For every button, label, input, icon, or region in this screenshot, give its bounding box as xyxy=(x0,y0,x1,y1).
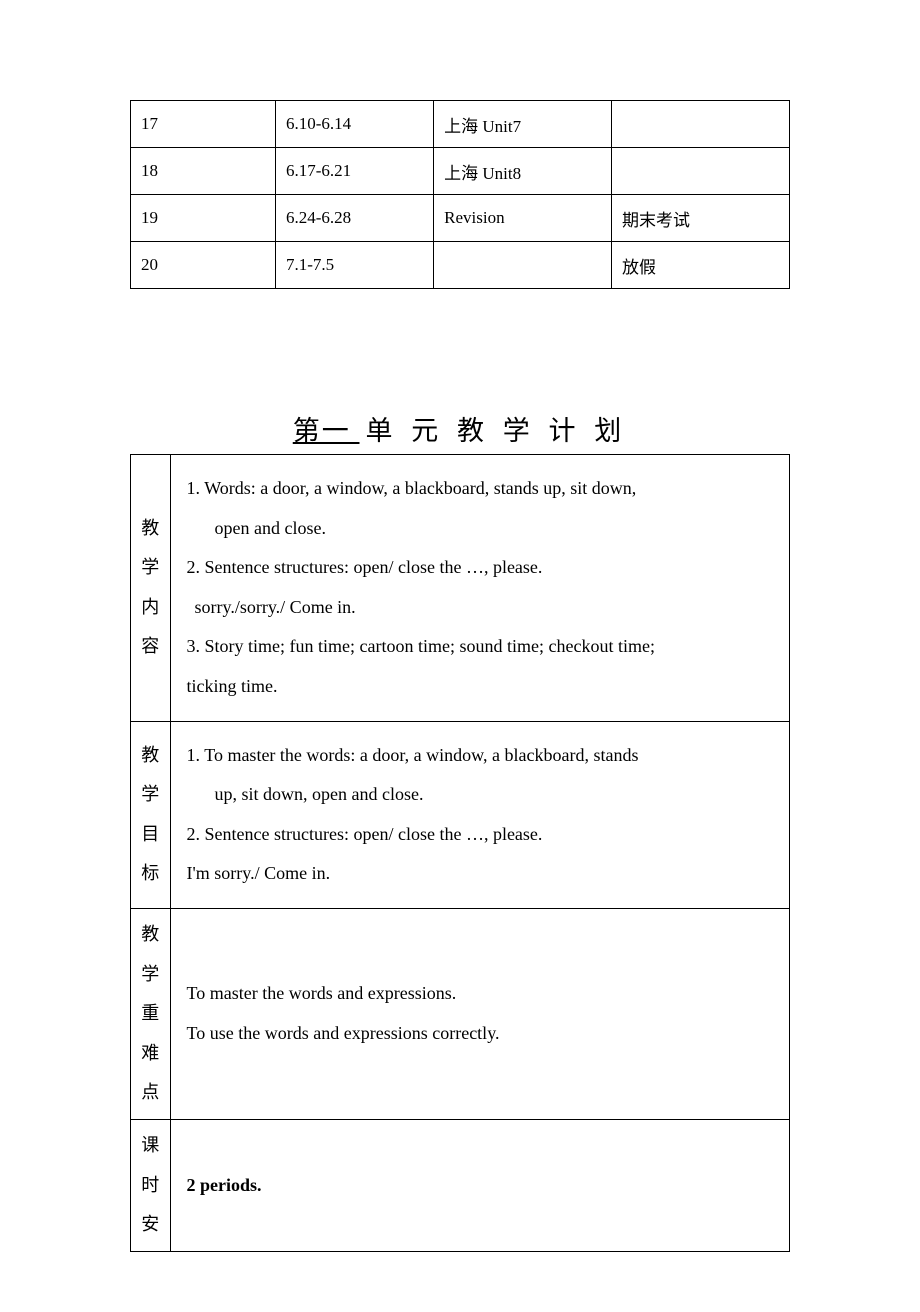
cell-note: 放假 xyxy=(612,242,790,289)
cell-week: 19 xyxy=(131,195,276,242)
plan-row-label: 课时安 xyxy=(131,1119,171,1251)
plan-line: ticking time. xyxy=(187,667,773,707)
plan-line: 3. Story time; fun time; cartoon time; s… xyxy=(187,627,773,667)
plan-line: 2. Sentence structures: open/ close the … xyxy=(187,548,773,588)
cell-note xyxy=(612,101,790,148)
cell-date: 7.1-7.5 xyxy=(275,242,433,289)
cell-week: 18 xyxy=(131,148,276,195)
cell-note xyxy=(612,148,790,195)
title-rest: 单 元 教 学 计 划 xyxy=(366,416,628,446)
plan-row-content: 1. To master the words: a door, a window… xyxy=(170,721,789,908)
table-row: 20 7.1-7.5 放假 xyxy=(131,242,790,289)
plan-row-content: 1. Words: a door, a window, a blackboard… xyxy=(170,455,789,722)
plan-line: 1. Words: a door, a window, a blackboard… xyxy=(187,469,773,509)
plan-line: 2 periods. xyxy=(187,1166,773,1206)
plan-line: 2. Sentence structures: open/ close the … xyxy=(187,815,773,855)
cell-date: 6.17-6.21 xyxy=(275,148,433,195)
plan-line: I'm sorry./ Come in. xyxy=(187,854,773,894)
plan-line: 1. To master the words: a door, a window… xyxy=(187,736,773,776)
cell-content: 上海 Unit7 xyxy=(434,101,612,148)
section-title: 第一 单 元 教 学 计 划 xyxy=(130,409,790,448)
plan-row-label: 教学内容 xyxy=(131,455,171,722)
plan-row-label: 教学目标 xyxy=(131,721,171,908)
cell-week: 20 xyxy=(131,242,276,289)
cell-date: 6.24-6.28 xyxy=(275,195,433,242)
schedule-table: 17 6.10-6.14 上海 Unit7 18 6.17-6.21 上海 Un… xyxy=(130,100,790,289)
plan-line: To use the words and expressions correct… xyxy=(187,1014,773,1054)
title-underlined: 第一 xyxy=(293,416,366,446)
unit-plan-table: 教学内容 1. Words: a door, a window, a blackb… xyxy=(130,454,790,1252)
cell-note: 期末考试 xyxy=(612,195,790,242)
plan-row: 教学内容 1. Words: a door, a window, a blackb… xyxy=(131,455,790,722)
plan-row: 教学重难点To master the words and expressions… xyxy=(131,908,790,1119)
plan-row: 教学目标 1. To master the words: a door, a wi… xyxy=(131,721,790,908)
table-row: 17 6.10-6.14 上海 Unit7 xyxy=(131,101,790,148)
document-page: 17 6.10-6.14 上海 Unit7 18 6.17-6.21 上海 Un… xyxy=(0,0,920,1312)
cell-content: Revision xyxy=(434,195,612,242)
plan-row: 课时安 2 periods. xyxy=(131,1119,790,1251)
plan-row-content: 2 periods. xyxy=(170,1119,789,1251)
table-row: 18 6.17-6.21 上海 Unit8 xyxy=(131,148,790,195)
cell-date: 6.10-6.14 xyxy=(275,101,433,148)
cell-content xyxy=(434,242,612,289)
plan-line: sorry./sorry./ Come in. xyxy=(187,588,773,628)
cell-week: 17 xyxy=(131,101,276,148)
plan-row-label: 教学重难点 xyxy=(131,908,171,1119)
cell-content: 上海 Unit8 xyxy=(434,148,612,195)
plan-row-content: To master the words and expressions.To u… xyxy=(170,908,789,1119)
plan-line: To master the words and expressions. xyxy=(187,974,773,1014)
plan-line: up, sit down, open and close. xyxy=(187,775,773,815)
table-row: 19 6.24-6.28 Revision 期末考试 xyxy=(131,195,790,242)
plan-line: open and close. xyxy=(187,509,773,549)
